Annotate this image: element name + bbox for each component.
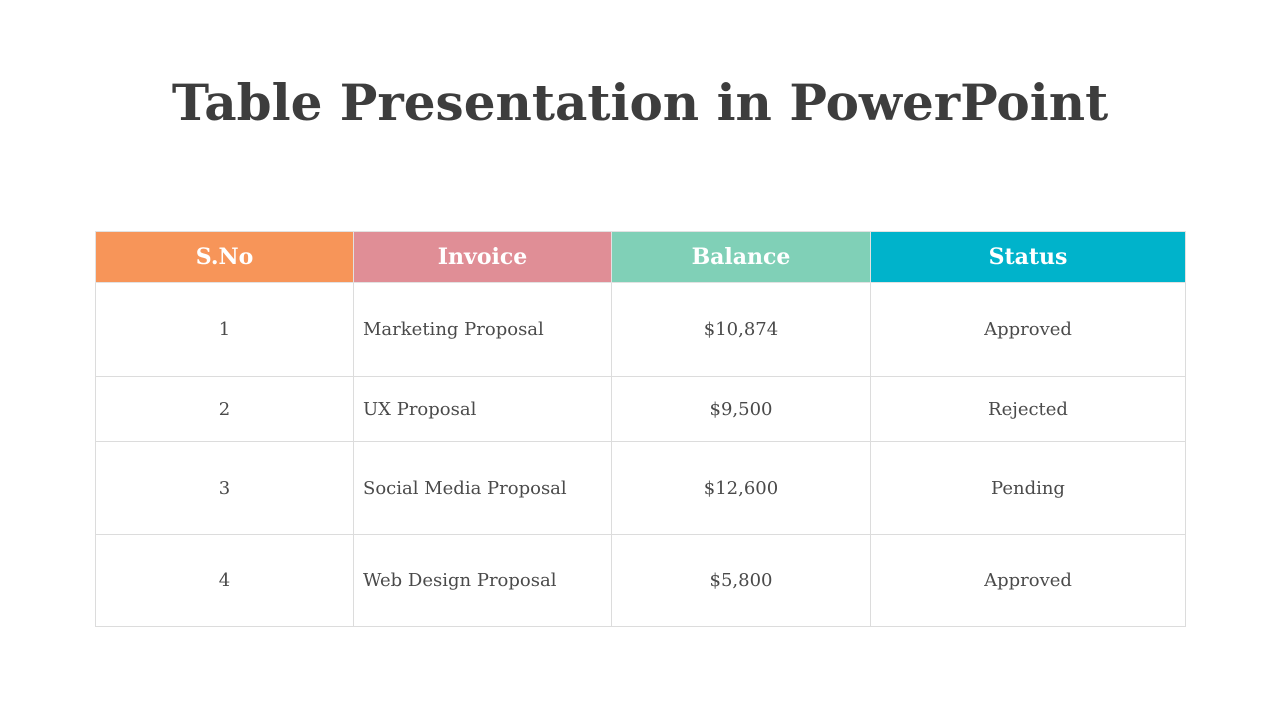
- header-invoice: Invoice: [353, 231, 612, 283]
- header-status: Status: [870, 231, 1186, 283]
- invoice-table: S.No Invoice Balance Status 1 Marketing …: [95, 231, 1186, 627]
- header-sno: S.No: [95, 231, 354, 283]
- slide-title: Table Presentation in PowerPoint: [171, 73, 1109, 132]
- cell-sno: 2: [95, 376, 354, 442]
- cell-invoice: Social Media Proposal: [353, 441, 612, 535]
- table-row: 4 Web Design Proposal $5,800 Approved: [95, 534, 1186, 627]
- table-row: 2 UX Proposal $9,500 Rejected: [95, 376, 1186, 442]
- table-header-row: S.No Invoice Balance Status: [95, 231, 1186, 283]
- header-balance: Balance: [611, 231, 871, 283]
- cell-invoice: Web Design Proposal: [353, 534, 612, 627]
- cell-balance: $12,600: [611, 441, 871, 535]
- cell-balance: $10,874: [611, 282, 871, 377]
- cell-balance: $9,500: [611, 376, 871, 442]
- cell-sno: 1: [95, 282, 354, 377]
- cell-status: Approved: [870, 282, 1186, 377]
- table-row: 3 Social Media Proposal $12,600 Pending: [95, 441, 1186, 535]
- cell-status: Rejected: [870, 376, 1186, 442]
- table-row: 1 Marketing Proposal $10,874 Approved: [95, 282, 1186, 377]
- cell-balance: $5,800: [611, 534, 871, 627]
- cell-status: Pending: [870, 441, 1186, 535]
- cell-sno: 4: [95, 534, 354, 627]
- cell-sno: 3: [95, 441, 354, 535]
- cell-invoice: UX Proposal: [353, 376, 612, 442]
- cell-status: Approved: [870, 534, 1186, 627]
- cell-invoice: Marketing Proposal: [353, 282, 612, 377]
